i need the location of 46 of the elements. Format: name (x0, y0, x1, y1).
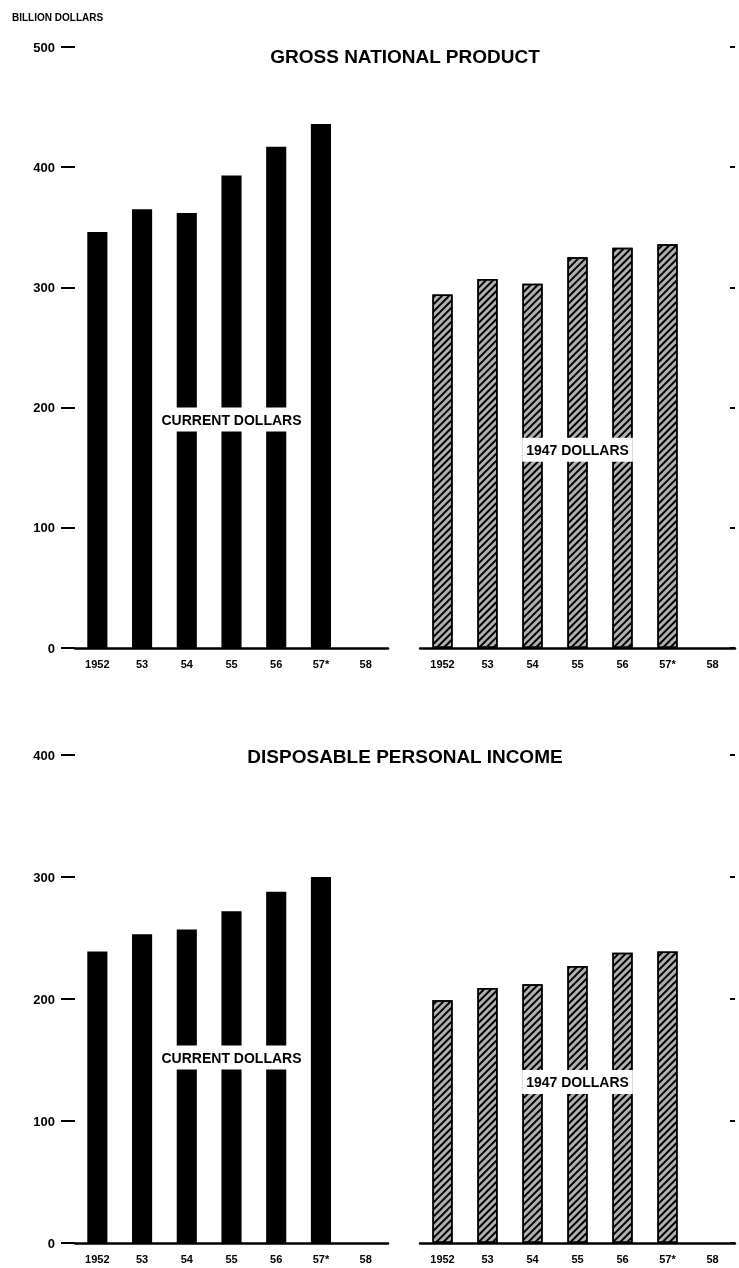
x-tick-label: 57* (659, 657, 677, 670)
x-tick-label: 55 (225, 657, 238, 670)
y-tick-label: 100 (33, 1113, 55, 1129)
x-tick-label: 56 (616, 657, 629, 670)
series-label: 1947 DOLLARS (526, 1073, 629, 1090)
x-tick-label: 54 (526, 657, 540, 670)
x-tick-label: 1952 (85, 657, 110, 670)
x-tick-label: 1952 (430, 657, 455, 670)
y-tick-label: 400 (33, 159, 55, 175)
x-tick-label: 57* (312, 657, 330, 670)
x-tick-label: 58 (706, 1252, 719, 1265)
x-tick-label: 56 (270, 1252, 283, 1265)
series-label: CURRENT DOLLARS (161, 1049, 302, 1066)
y-tick-label: 200 (33, 400, 55, 416)
chart-title: DISPOSABLE PERSONAL INCOME (247, 746, 563, 767)
y-tick-label: 200 (33, 991, 55, 1007)
chart-title: GROSS NATIONAL PRODUCT (270, 46, 541, 67)
x-tick-label: 1952 (430, 1252, 455, 1265)
y-tick-label: 300 (33, 869, 55, 885)
series-label: 1947 DOLLARS (526, 441, 629, 458)
y-tick-label: 400 (33, 747, 55, 763)
x-tick-label: 56 (616, 1252, 629, 1265)
x-tick-label: 55 (571, 657, 584, 670)
y-tick-label: 100 (33, 520, 55, 536)
x-tick-label: 53 (481, 1252, 494, 1265)
y-tick-label: 0 (47, 1235, 55, 1251)
x-tick-label: 53 (135, 657, 149, 670)
x-tick-label: 54 (180, 1252, 194, 1265)
series-label: CURRENT DOLLARS (161, 411, 302, 428)
y-tick-label: 0 (47, 640, 55, 656)
x-tick-label: 57* (312, 1252, 330, 1265)
x-tick-label: 58 (359, 1252, 372, 1265)
y-axis-title: BILLION DOLLARS (12, 11, 104, 23)
x-tick-label: 55 (225, 1252, 238, 1265)
x-tick-label: 53 (135, 1252, 149, 1265)
x-tick-label: 53 (481, 657, 494, 670)
x-tick-label: 1952 (85, 1252, 110, 1265)
x-tick-label: 57* (659, 1252, 677, 1265)
y-tick-label: 300 (33, 279, 55, 295)
x-tick-label: 54 (526, 1252, 540, 1265)
y-tick-label: 500 (33, 39, 55, 55)
x-tick-label: 58 (706, 657, 719, 670)
x-tick-label: 58 (359, 657, 372, 670)
x-tick-label: 56 (270, 657, 283, 670)
x-tick-label: 54 (180, 657, 194, 670)
x-tick-label: 55 (571, 1252, 584, 1265)
